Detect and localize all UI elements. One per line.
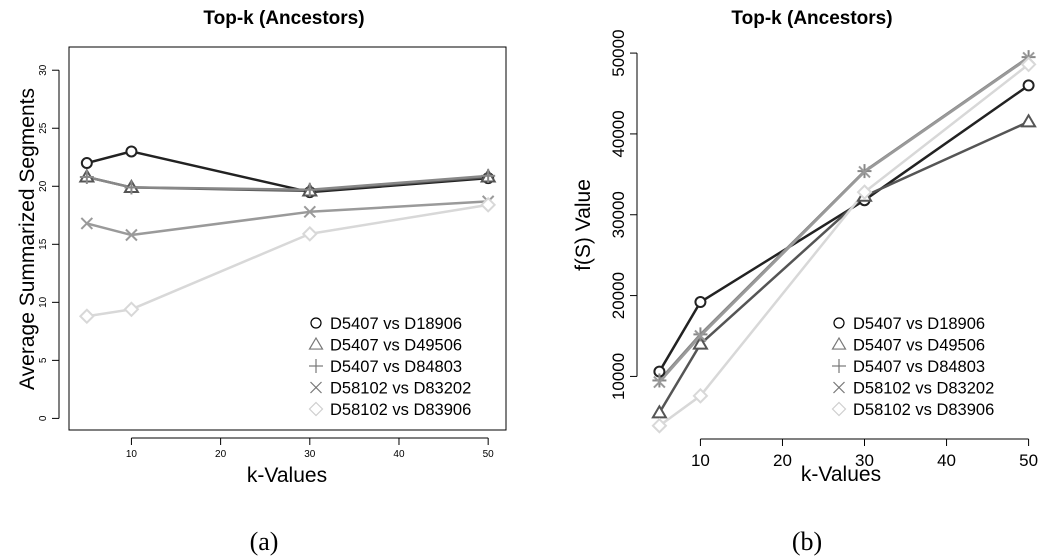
legend-label-b-3: D58102 vs D83202 (853, 380, 994, 398)
data-point-a-3 (303, 205, 317, 219)
data-point-a-3 (80, 217, 94, 230)
data-point-b-1 (692, 335, 709, 350)
data-point-b-4 (1020, 56, 1037, 73)
legend-a: D5407 vs D18906 D5407 vs D49506 D5407 vs D… (308, 315, 471, 419)
series-line-b-4 (658, 63, 1030, 427)
legend-marker-b-2 (832, 359, 846, 373)
data-point-a-0 (80, 157, 93, 170)
x-tick-label-b: 20 (773, 451, 792, 470)
y-tick-label-a: 0 (38, 415, 49, 421)
data-point-a-3 (125, 228, 138, 242)
data-point-b-0 (1022, 79, 1035, 92)
x-tick-label-a: 10 (126, 449, 138, 460)
y-tick-label-a: 15 (38, 238, 49, 250)
y-axis-label-b: f(S) Value (572, 179, 595, 271)
legend-b: D5407 vs D18906 D5407 vs D49506 D5407 vs D… (831, 315, 994, 419)
legend-label-a-3: D58102 vs D83202 (330, 380, 471, 398)
ticks-a: 10 20 30 40 50 0 5 10 15 20 25 30 (38, 64, 494, 460)
x-tick-label-a: 40 (393, 449, 405, 460)
x-tick-label-a: 50 (483, 449, 495, 460)
legend-label-a-2: D5407 vs D84803 (330, 358, 462, 376)
x-tick-label-b: 30 (855, 451, 874, 470)
panel-b: Top-k (Ancestors) k-Values f(S) Value (b… (572, 8, 1038, 556)
series-line-a-4 (86, 203, 489, 318)
data-point-a-2 (302, 182, 317, 197)
legend-marker-a-0 (310, 317, 322, 329)
legend-label-a-1: D5407 vs D49506 (330, 337, 462, 355)
chart-title-b: Top-k (Ancestors) (731, 8, 892, 29)
chart-title-a: Top-k (Ancestors) (203, 8, 364, 29)
data-point-b-2 (652, 373, 667, 388)
caption-b: (b) (792, 527, 822, 556)
x-tick-label-a: 30 (304, 449, 316, 460)
data-point-b-1 (651, 404, 668, 419)
series-line-a-0 (86, 150, 489, 194)
series-b (651, 50, 1037, 434)
data-point-a-4 (78, 308, 95, 325)
y-tick-label-a: 5 (38, 357, 49, 363)
legend-label-b-2: D5407 vs D84803 (853, 358, 985, 376)
series-line-b-3 (658, 56, 1030, 383)
y-tick-label-a: 10 (38, 296, 49, 308)
x-axis-label-b: k-Values (801, 463, 881, 486)
data-point-b-2 (693, 327, 708, 342)
x-tick-label-b: 10 (691, 451, 710, 470)
legend-marker-b-1 (831, 336, 847, 350)
y-axis-label-a: Average Summarized Segments (16, 88, 39, 390)
series-line-b-1 (658, 120, 1030, 414)
y-tick-label-b: 10000 (609, 353, 628, 400)
y-tick-label-b: 40000 (609, 110, 628, 157)
x-tick-label-b: 40 (937, 451, 956, 470)
legend-marker-a-2 (309, 359, 323, 373)
legend-marker-a-4 (308, 401, 324, 417)
legend-marker-b-4 (831, 401, 847, 417)
panel-a: Top-k (Ancestors) k-Values Average Summa… (16, 8, 507, 556)
legend-marker-b-0 (833, 317, 845, 329)
data-point-b-3 (653, 375, 666, 389)
y-tick-label-a: 25 (38, 122, 49, 134)
legend-label-b-0: D5407 vs D18906 (853, 315, 985, 333)
y-tick-label-b: 30000 (609, 191, 628, 238)
data-point-b-4 (692, 387, 709, 404)
data-point-a-2 (481, 168, 496, 183)
legend-label-a-0: D5407 vs D18906 (330, 315, 462, 333)
series-line-a-3 (86, 200, 489, 237)
x-tick-label-a: 20 (215, 449, 227, 460)
data-point-b-3 (858, 165, 871, 179)
data-point-b-0 (694, 296, 707, 309)
y-tick-label-b: 50000 (609, 29, 628, 76)
legend-marker-a-3 (310, 381, 322, 394)
y-tick-label-a: 30 (38, 64, 49, 76)
caption-a: (a) (250, 527, 279, 556)
y-tick-label-b: 20000 (609, 272, 628, 319)
data-point-a-2 (124, 180, 139, 195)
plot-frame-a (68, 46, 507, 431)
data-point-a-4 (480, 196, 497, 213)
legend-label-a-4: D58102 vs D83906 (330, 401, 471, 419)
series-a (78, 145, 497, 325)
x-tick-label-b: 50 (1019, 451, 1038, 470)
data-point-a-4 (301, 225, 318, 242)
legend-marker-a-1 (308, 336, 324, 350)
legend-label-b-1: D5407 vs D49506 (853, 337, 985, 355)
data-point-a-0 (125, 145, 138, 158)
y-tick-label-a: 20 (38, 180, 49, 192)
data-point-b-4 (856, 184, 873, 201)
data-point-b-4 (651, 417, 668, 434)
data-point-a-2 (79, 169, 94, 184)
series-line-a-2 (86, 174, 489, 192)
legend-label-b-4: D58102 vs D83906 (853, 401, 994, 419)
legend-marker-b-3 (833, 381, 845, 394)
x-axis-label-a: k-Values (247, 464, 327, 487)
data-point-a-4 (123, 301, 140, 318)
data-point-b-3 (694, 329, 707, 343)
ticks-b: 10 20 30 40 50 10000 20000 30000 40000 50000 (609, 29, 1038, 470)
data-point-b-1 (1020, 113, 1037, 128)
